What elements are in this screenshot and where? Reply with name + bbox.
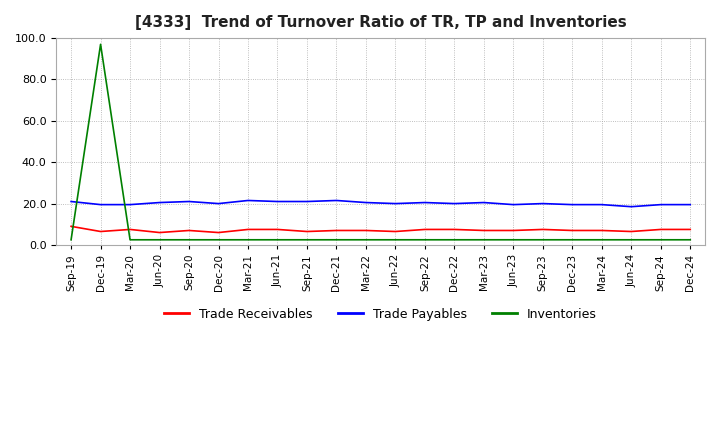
Legend: Trade Receivables, Trade Payables, Inventories: Trade Receivables, Trade Payables, Inven…	[160, 303, 602, 326]
Title: [4333]  Trend of Turnover Ratio of TR, TP and Inventories: [4333] Trend of Turnover Ratio of TR, TP…	[135, 15, 626, 30]
